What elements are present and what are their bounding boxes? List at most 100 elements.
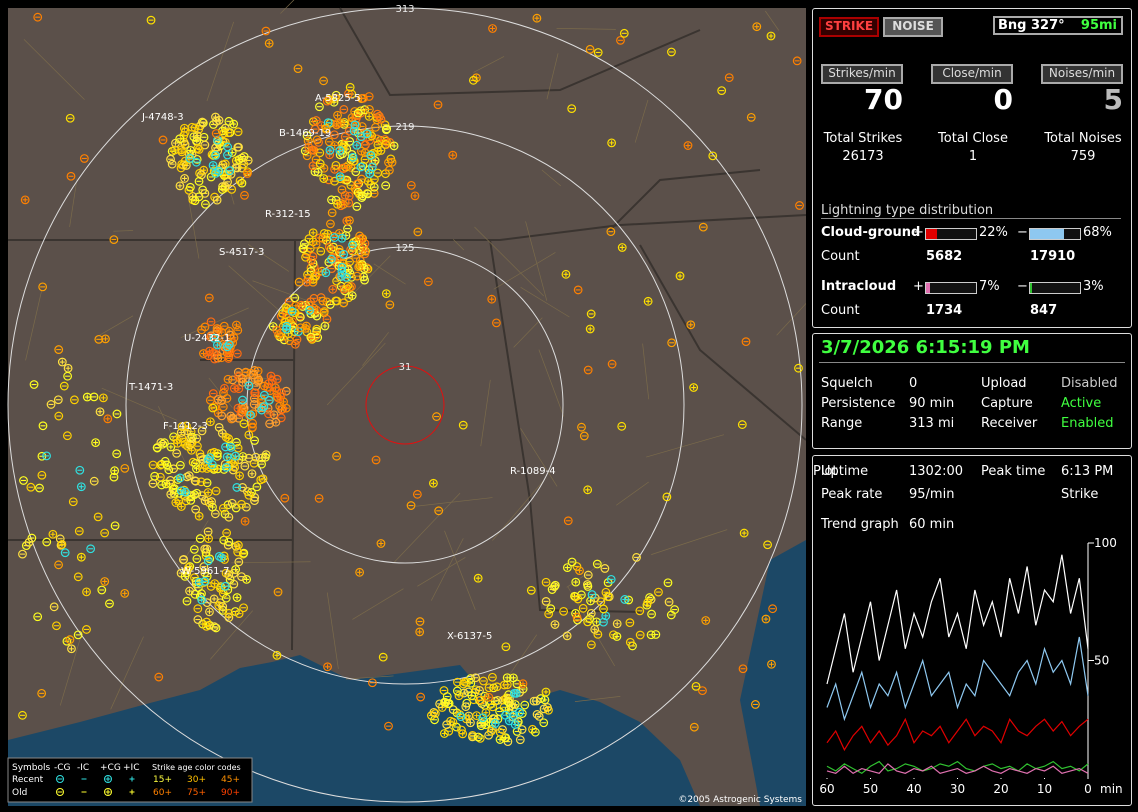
strike-sign — [298, 302, 304, 308]
strike-sign — [348, 164, 354, 170]
strike-sign — [206, 536, 212, 542]
state-line — [8, 214, 806, 241]
strike-symbol — [217, 396, 226, 406]
strike-symbol — [191, 476, 201, 486]
strike-symbol — [230, 462, 240, 472]
strike-symbol — [369, 174, 379, 184]
strike-symbol — [442, 720, 452, 730]
strike-symbol — [689, 722, 699, 732]
strike-sign — [303, 302, 309, 308]
strike-symbol — [186, 496, 196, 505]
total-label: Total Noises — [1044, 131, 1122, 146]
strike-symbol — [490, 719, 500, 728]
strike-symbol — [296, 300, 306, 310]
strike-sign — [188, 147, 194, 153]
strike-symbol — [612, 632, 622, 641]
strike-symbol — [209, 594, 219, 604]
strike-symbol — [218, 182, 227, 191]
strike-symbol — [708, 151, 718, 161]
strike-symbol — [323, 662, 332, 672]
strike-symbol — [575, 566, 584, 576]
legend-row: Recent — [12, 775, 44, 785]
strike-symbol — [271, 417, 281, 427]
strike-symbol — [298, 244, 308, 254]
strike-symbol — [244, 453, 254, 463]
strike-symbol — [434, 506, 444, 516]
strike-sign — [383, 291, 389, 297]
strike-sign — [22, 197, 28, 203]
strike-symbol — [539, 718, 549, 728]
sign: + — [913, 225, 924, 240]
strike-symbol — [590, 624, 600, 634]
strike-symbol — [541, 577, 551, 587]
strike-symbol — [203, 527, 213, 537]
cell-label: B-1469-19 — [279, 128, 331, 139]
strike-symbol — [320, 306, 329, 316]
strike-sign — [475, 575, 481, 581]
strike-sign — [460, 731, 466, 737]
strike-symbol — [430, 709, 440, 718]
strike-symbol — [29, 380, 39, 389]
strike-symbol — [42, 451, 51, 461]
strike-symbol — [306, 255, 316, 265]
strike-symbol — [416, 692, 426, 702]
strike-sign — [378, 541, 384, 547]
strike-symbol — [244, 490, 254, 500]
noise-button[interactable]: NOISE — [883, 17, 943, 37]
rate-button[interactable]: Close/min — [931, 64, 1013, 84]
strike-sign — [534, 15, 540, 21]
strike-symbol — [322, 96, 332, 106]
strike-symbol — [189, 544, 199, 554]
strike-symbol — [120, 463, 130, 473]
total-label: Total Close — [938, 131, 1008, 146]
strike-symbol — [198, 118, 208, 128]
strike-symbol — [69, 395, 79, 405]
clock-panel: 3/7/2026 6:15:19 PM Squelch 0 Upload Disabl… — [812, 333, 1132, 449]
strike-symbol — [199, 562, 209, 571]
strike-symbol — [63, 371, 73, 381]
road — [541, 169, 561, 187]
strike-symbol — [196, 477, 206, 487]
strike-symbol — [337, 267, 347, 277]
strike-symbol — [224, 570, 234, 580]
strike-symbol — [365, 104, 374, 114]
bearing: Bng 327° — [998, 18, 1065, 33]
strike-symbol — [333, 260, 343, 269]
strike-symbol — [234, 557, 244, 567]
strike-symbol — [273, 393, 283, 403]
strike-symbol — [324, 257, 334, 267]
sign: − — [1017, 279, 1028, 294]
strike-symbol — [701, 616, 711, 625]
strike-symbol — [373, 109, 382, 119]
strike-symbol — [237, 499, 246, 509]
strike-sign — [321, 176, 327, 182]
strike-sign — [467, 720, 473, 726]
strike-symbol — [220, 581, 230, 591]
strike-button[interactable]: STRIKE — [819, 17, 879, 37]
strike-symbol — [208, 403, 218, 413]
strike-sign — [204, 546, 210, 552]
strike-symbol — [259, 381, 269, 391]
strike-sign — [178, 504, 184, 510]
road — [110, 636, 144, 710]
strike-symbol — [95, 407, 105, 417]
strike-symbol — [249, 370, 259, 380]
strike-symbol — [205, 607, 214, 617]
rate-button[interactable]: Noises/min — [1041, 64, 1123, 84]
strike-symbol — [94, 334, 104, 344]
strike-sign — [266, 40, 272, 46]
strike-symbol — [248, 418, 257, 428]
strike-symbol — [295, 323, 305, 333]
strike-sign — [335, 112, 341, 118]
strike-sign — [214, 118, 220, 124]
strike-sign — [512, 722, 518, 728]
strike-symbol — [691, 681, 701, 691]
strike-symbol — [327, 208, 337, 218]
strike-symbol — [335, 247, 344, 257]
rate-button[interactable]: Strikes/min — [821, 64, 903, 84]
strike-symbol — [345, 216, 354, 225]
strike-symbol — [344, 198, 354, 208]
strike-sign — [362, 150, 368, 156]
strike-symbol — [606, 227, 616, 237]
strike-symbol — [647, 609, 656, 619]
